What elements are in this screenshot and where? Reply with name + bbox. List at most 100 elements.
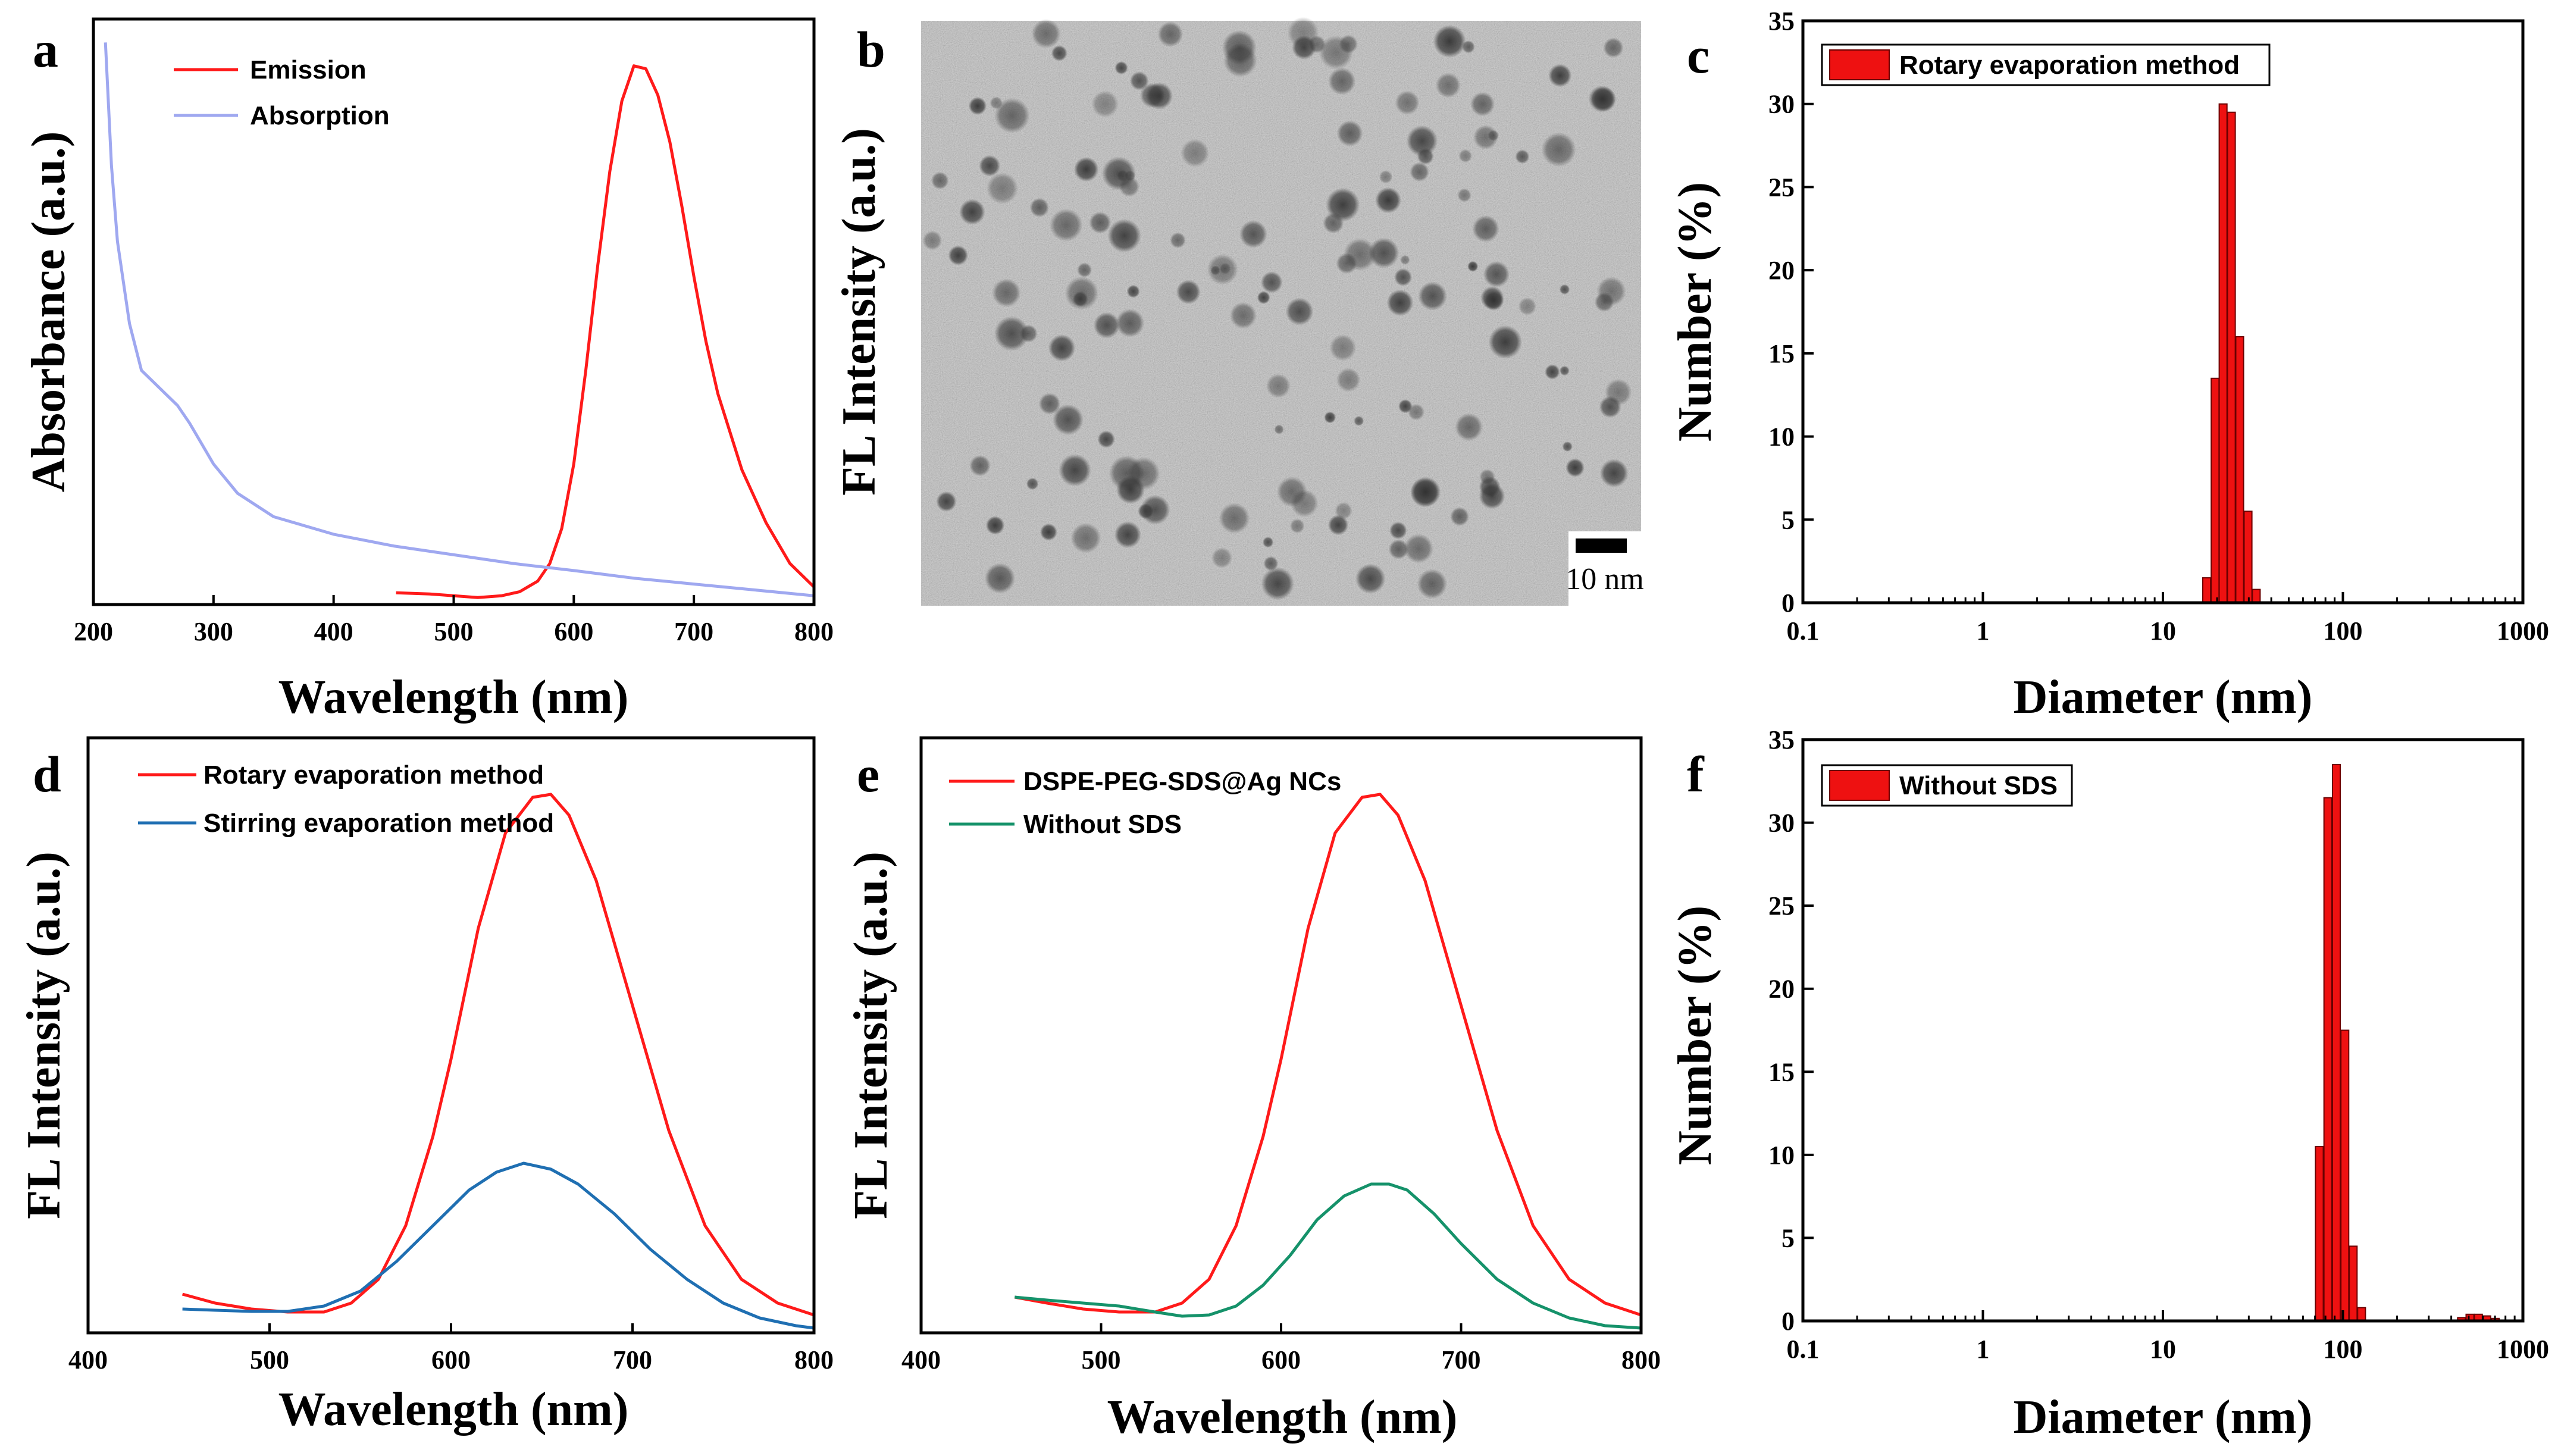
tem-particle xyxy=(1048,334,1076,362)
xtick-label: 700 xyxy=(613,1345,652,1374)
tem-particle xyxy=(1266,374,1291,398)
tem-nanoparticles xyxy=(922,17,1640,600)
tem-particle xyxy=(1038,393,1061,415)
tem-particle xyxy=(1548,64,1572,87)
xtick-label: 700 xyxy=(1442,1345,1481,1374)
plot-c-marks xyxy=(2202,103,2261,604)
tem-particle xyxy=(931,171,949,190)
ytick-label: 10 xyxy=(1768,1141,1795,1170)
ytick-label: 20 xyxy=(1768,975,1795,1004)
tem-particle xyxy=(1450,507,1470,527)
tem-particle xyxy=(1114,61,1128,75)
tem-particle xyxy=(1488,130,1499,142)
xtick-label: 700 xyxy=(674,617,713,646)
ytick-label: 35 xyxy=(1768,725,1795,754)
tem-particle xyxy=(1339,35,1358,54)
tem-particle xyxy=(1379,170,1393,184)
panel-c: c 0.1 1 10 100 1000 0 5 10 15 20 25 30 35 Diameter (… xyxy=(1669,7,2549,724)
plot-e-xticks: 400 500 600 700 800 xyxy=(901,1323,1661,1374)
tem-particle xyxy=(968,96,987,115)
tem-particle xyxy=(1145,82,1173,110)
panel-label-d: d xyxy=(33,746,61,803)
ytick-label: 10 xyxy=(1768,422,1795,452)
xtick-label: 300 xyxy=(194,617,233,646)
plot-d-xticks: 400 500 600 700 800 xyxy=(68,1323,834,1374)
plot-f-marks xyxy=(2315,763,2500,1322)
tem-particle xyxy=(1515,149,1530,164)
xtick-label: 600 xyxy=(554,617,593,646)
ytick-label: 25 xyxy=(1768,891,1795,920)
legend-e-without-sds-label: Without SDS xyxy=(1023,810,1182,839)
plot-c-ylabel: Number (%) xyxy=(1669,182,1721,442)
tem-particle xyxy=(1327,515,1349,536)
tem-particle xyxy=(1176,280,1201,305)
xtick-label: 10 xyxy=(2150,1335,2176,1364)
tem-particle xyxy=(1276,476,1307,508)
xtick-label: 100 xyxy=(2324,1335,2363,1364)
tem-particle xyxy=(1433,24,1466,58)
tem-particle xyxy=(1336,252,1357,274)
ytick-label: 15 xyxy=(1768,339,1795,368)
panel-label-c: c xyxy=(1687,27,1709,84)
tem-particle xyxy=(992,278,1021,308)
tem-particle xyxy=(1605,378,1632,406)
panel-b: b FL Intensity (a.u.) 10 nm xyxy=(833,17,1644,606)
tem-particle xyxy=(1336,368,1361,392)
plot-e-ylabel: FL Intensity (a.u.) xyxy=(845,851,897,1219)
plot-c-legend: Rotary evaporation method xyxy=(1821,43,2271,86)
plot-c-xlabel: Diameter (nm) xyxy=(2014,671,2313,724)
series-line-d-0 xyxy=(181,793,815,1317)
plot-f-frame xyxy=(1801,738,2525,1323)
tem-particle xyxy=(1274,424,1284,434)
series-line-a-0 xyxy=(396,64,815,599)
tem-particle xyxy=(1019,324,1038,343)
tem-particle xyxy=(959,199,985,226)
tem-image: 10 nm xyxy=(921,17,1644,606)
tem-particle xyxy=(1483,290,1504,311)
tem-particle xyxy=(1336,120,1363,147)
tem-particle xyxy=(1129,71,1149,90)
tem-particle xyxy=(1541,132,1576,167)
tem-particle xyxy=(1073,156,1099,182)
tem-particle xyxy=(1404,534,1433,563)
xtick-label: 800 xyxy=(1621,1345,1661,1374)
plot-a-frame xyxy=(92,17,816,606)
ytick-label: 5 xyxy=(1781,505,1795,534)
tem-particle xyxy=(1072,291,1088,307)
bar-c-6 xyxy=(2252,588,2261,603)
plot-e-legend: DSPE-PEG-SDS@Ag NCs Without SDS xyxy=(949,767,1341,839)
tem-particle xyxy=(1116,308,1145,337)
tem-particle xyxy=(1566,458,1585,477)
ytick-label: 20 xyxy=(1768,256,1795,285)
tem-particle xyxy=(1472,215,1499,243)
bar-f-4 xyxy=(2349,1245,2358,1322)
tem-particle xyxy=(1394,268,1413,286)
bar-c-0 xyxy=(2202,577,2212,603)
tem-particle xyxy=(1594,292,1614,312)
tem-particle xyxy=(1467,261,1479,272)
tem-particle xyxy=(1324,411,1336,424)
tem-particle xyxy=(1406,125,1438,157)
plot-e-marks xyxy=(1014,793,1642,1330)
tem-particle xyxy=(1263,556,1279,571)
tem-particle xyxy=(1354,415,1364,426)
tem-particle xyxy=(1417,569,1447,599)
panel-a: a 200 300 400 500 600 700 800 Wavelength (nm) … xyxy=(23,17,834,724)
tem-particle xyxy=(1483,261,1510,287)
xtick-label: 1000 xyxy=(2497,616,2549,646)
tem-particle xyxy=(1408,403,1425,421)
tem-particle xyxy=(1070,522,1101,553)
xtick-label: 200 xyxy=(74,617,113,646)
tem-particle xyxy=(1029,198,1050,218)
scale-bar-label: 10 nm xyxy=(1566,562,1643,596)
xtick-label: 400 xyxy=(68,1345,108,1374)
tem-particle xyxy=(994,316,1029,351)
xtick-label: 800 xyxy=(794,1345,834,1374)
legend-e-dspe-label: DSPE-PEG-SDS@Ag NCs xyxy=(1023,767,1341,796)
plot-a-marks xyxy=(104,42,815,599)
xtick-label: 1 xyxy=(1977,616,1990,646)
tem-particle xyxy=(1097,430,1115,448)
tem-particle xyxy=(1395,90,1420,115)
tem-particle xyxy=(1040,523,1057,541)
tem-particle xyxy=(1229,302,1257,329)
